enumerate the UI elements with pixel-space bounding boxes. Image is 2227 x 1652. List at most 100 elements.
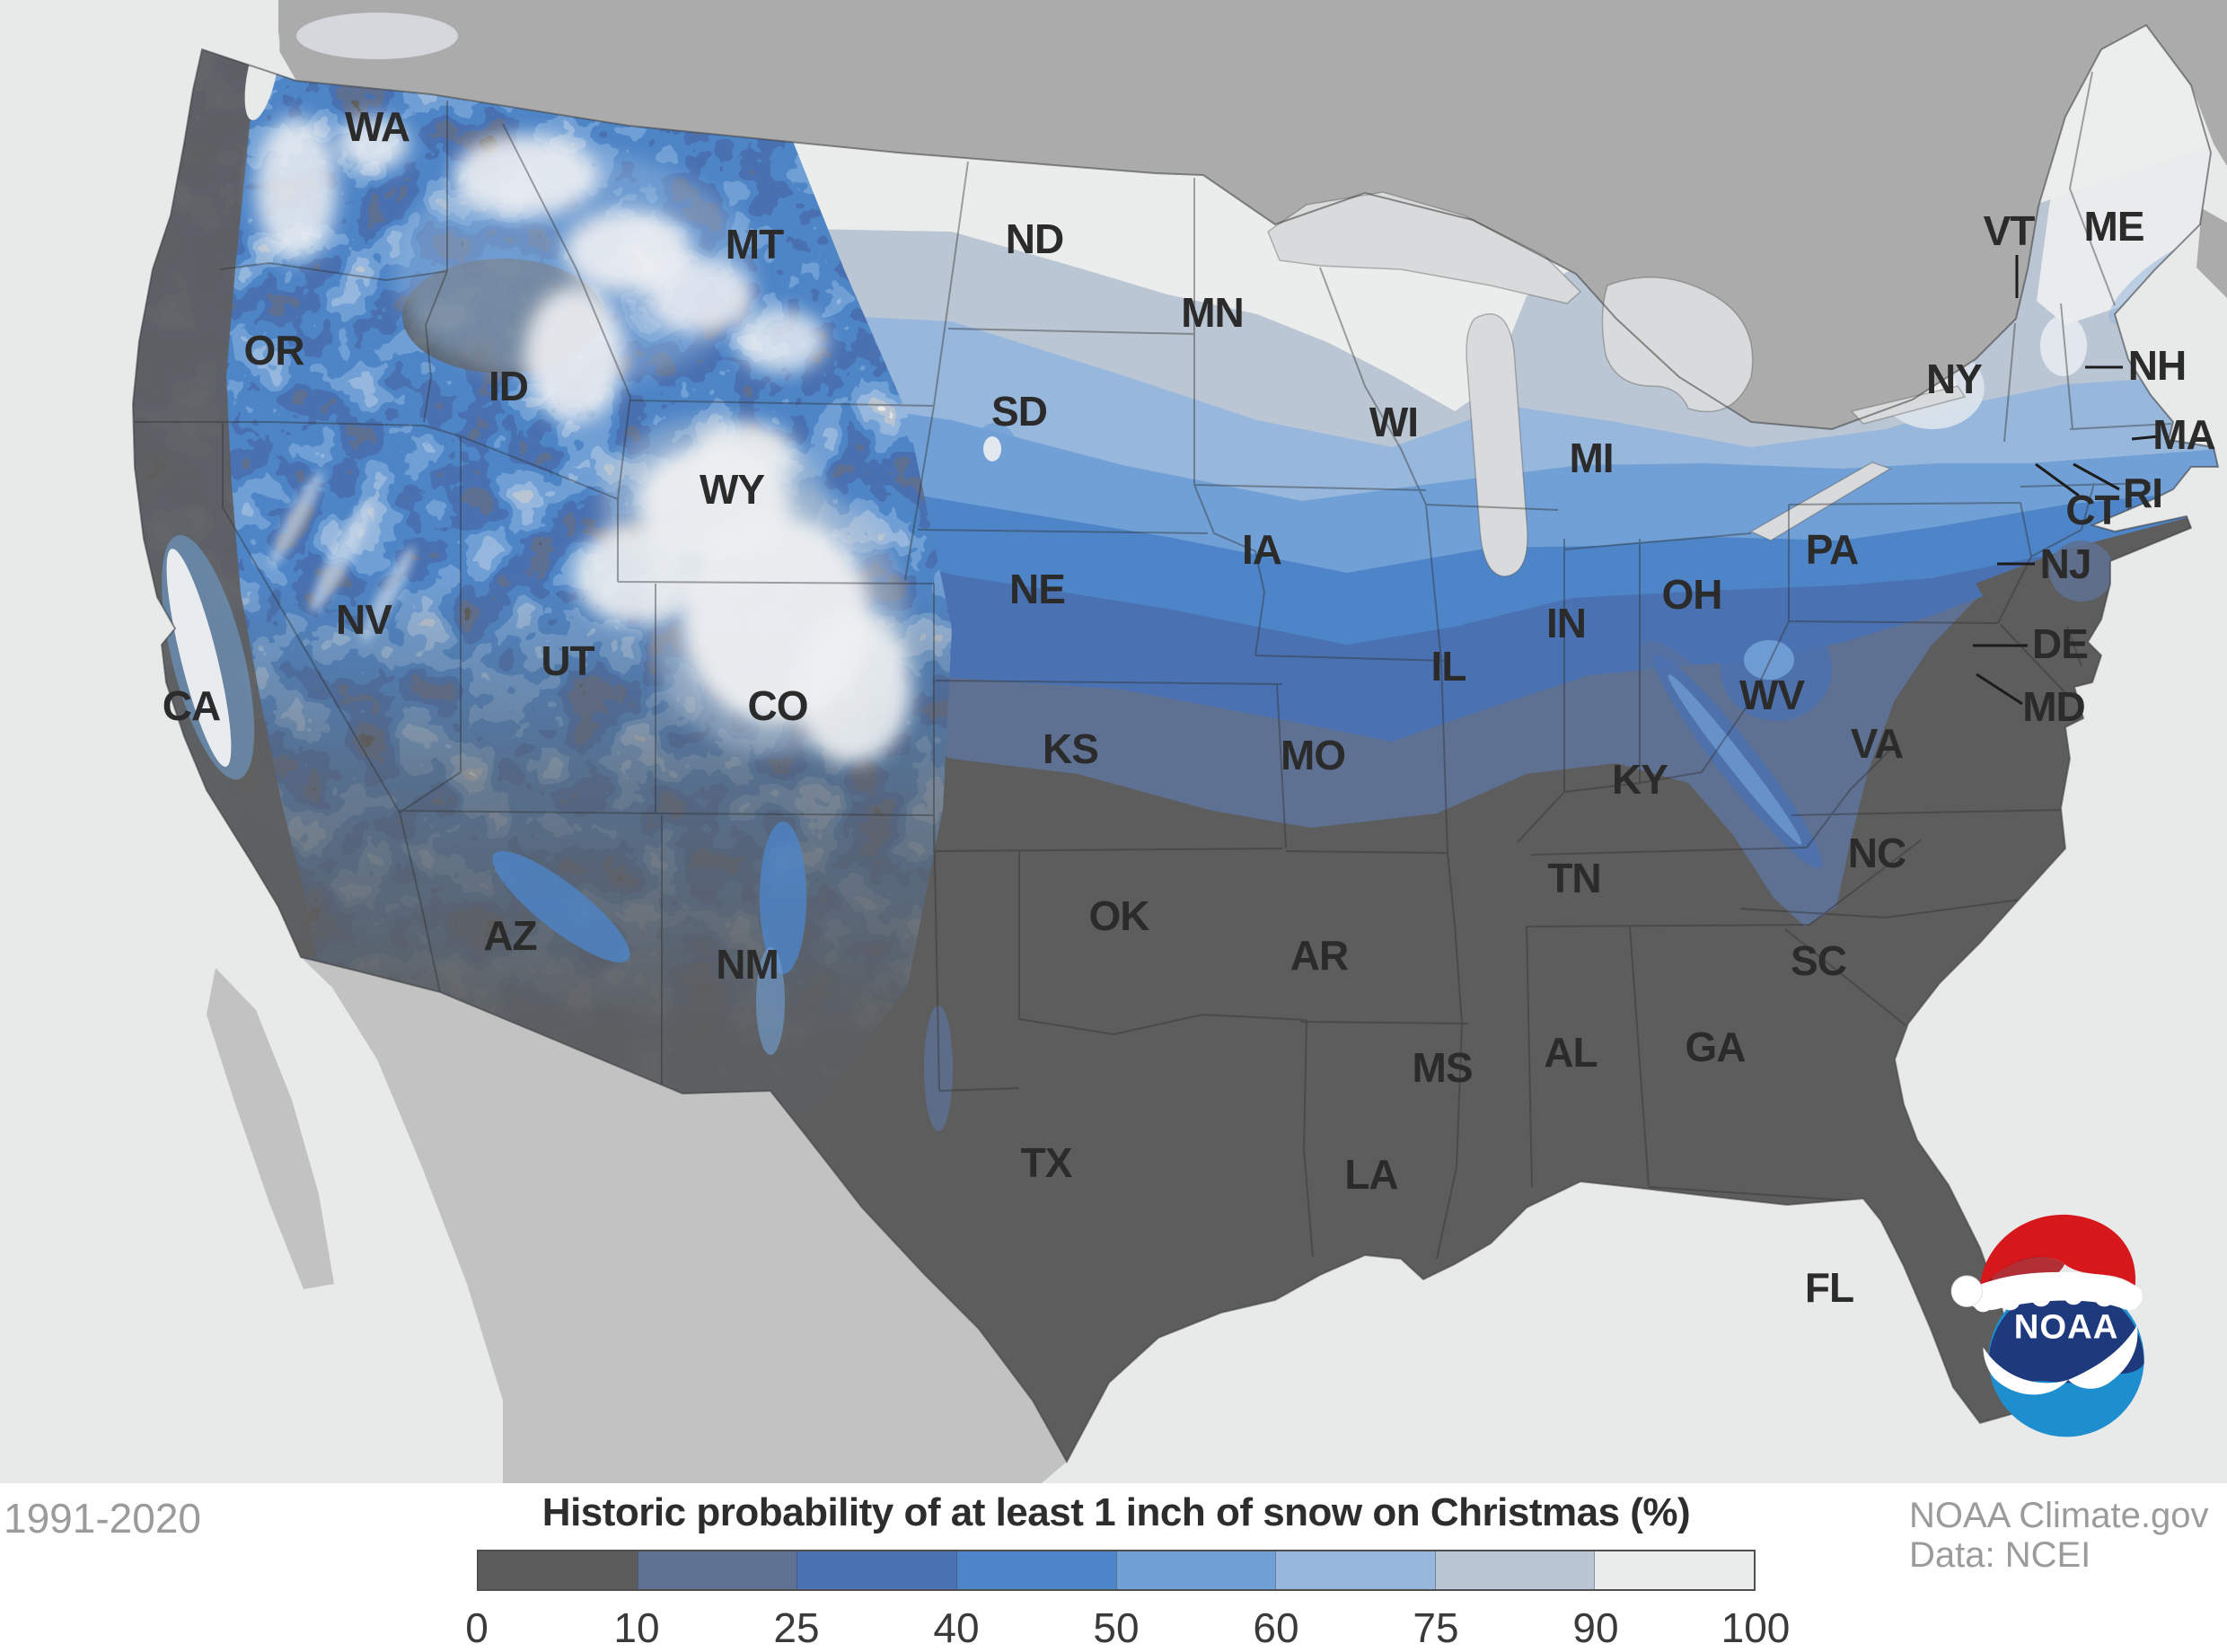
legend-segment-10-25: [637, 1551, 797, 1589]
legend-colorbar: [477, 1550, 1756, 1591]
state-leader-MD: [1976, 672, 2023, 706]
state-label-NV: NV: [336, 596, 392, 643]
legend-title: Historic probability of at least 1 inch …: [541, 1490, 1691, 1534]
state-label-IL: IL: [1431, 643, 1466, 690]
legend-tick-100: 100: [1721, 1604, 1791, 1651]
period-label: 1991-2020: [4, 1495, 201, 1542]
state-label-LA: LA: [1344, 1151, 1397, 1198]
nm-sangre-de-cristo: [760, 822, 806, 974]
state-label-SD: SD: [991, 388, 1047, 435]
state-label-IN: IN: [1546, 600, 1586, 646]
state-label-KS: KS: [1043, 725, 1098, 772]
state-label-VT: VT: [1984, 207, 2036, 254]
state-label-ND: ND: [1006, 215, 1063, 262]
us-outline: [131, 23, 2220, 1464]
state-label-NE: NE: [1009, 566, 1065, 612]
lake-michigan: [1466, 313, 1528, 577]
state-label-TX: TX: [1021, 1139, 1073, 1186]
appalachian-streak: [1639, 640, 1836, 886]
santa-hat-cone: [1979, 1214, 2136, 1290]
new-jersey-slate: [2049, 540, 2114, 602]
state-label-WA: WA: [345, 103, 409, 150]
legend-tick-60: 60: [1253, 1604, 1299, 1651]
rockies-snow-blobs: [256, 117, 911, 763]
legend-tick-10: 10: [613, 1604, 660, 1651]
state-label-WY: WY: [700, 466, 764, 513]
legend-tick-90: 90: [1572, 1604, 1619, 1651]
state-label-FL: FL: [1805, 1264, 1853, 1311]
state-label-AZ: AZ: [483, 912, 536, 959]
santa-hat-pompom: [1950, 1275, 1983, 1307]
legend-segment-40-50: [955, 1551, 1116, 1589]
noaa-logo-text: NOAA: [2014, 1308, 2119, 1347]
us-snow-probability-map: WA OR CA NV ID MT WY UT CO AZ NM ND SD NE KS OK TX MN IA MO…: [0, 0, 2227, 1483]
state-leader-lines: [1973, 255, 2160, 706]
nm-east-highlands: [924, 1006, 953, 1131]
state-label-TN: TN: [1547, 855, 1600, 901]
state-label-ID: ID: [489, 363, 528, 409]
noaa-wave: [1983, 1347, 2069, 1395]
state-label-PA: PA: [1806, 526, 1859, 573]
state-label-ME: ME: [2084, 203, 2144, 250]
lake-huron: [1601, 277, 1754, 413]
state-label-MA: MA: [2152, 411, 2215, 458]
state-label-NY: NY: [1926, 356, 1982, 402]
state-label-NJ: NJ: [2040, 540, 2091, 587]
pacific-coast-dark: [133, 49, 316, 957]
state-label-DE: DE: [2032, 620, 2088, 667]
source-credits: NOAA Climate.gov Data: NCEI: [1909, 1496, 2208, 1575]
state-label-CO: CO: [748, 682, 808, 729]
legend-segment-25-40: [797, 1551, 956, 1589]
credit-site: NOAA Climate.gov: [1909, 1496, 2209, 1535]
state-label-NM: NM: [716, 941, 779, 988]
credit-data: Data: NCEI: [1909, 1535, 2091, 1575]
state-label-UT: UT: [541, 637, 594, 684]
legend-segment-90-100: [1594, 1551, 1754, 1589]
state-label-MT: MT: [726, 221, 784, 268]
legend-segment-50-60: [1115, 1551, 1276, 1589]
state-label-NH: NH: [2128, 342, 2186, 389]
west-virginia-core: [1744, 640, 1794, 680]
state-label-OR: OR: [244, 327, 305, 373]
noaa-gull: [2068, 1325, 2138, 1389]
state-label-OH: OH: [1662, 571, 1722, 618]
legend-footer: 1991-2020 Historic probability of at lea…: [0, 1483, 2227, 1652]
state-label-MD: MD: [2022, 683, 2085, 730]
state-label-AL: AL: [1544, 1029, 1597, 1076]
state-borders: [133, 71, 2172, 1260]
state-label-MS: MS: [1413, 1044, 1473, 1091]
maine-white: [2037, 25, 2211, 325]
nova-scotia: [2196, 208, 2227, 298]
legend-tick-50: 50: [1093, 1604, 1140, 1651]
state-label-VA: VA: [1851, 720, 1904, 767]
state-leader-MA: [2131, 435, 2160, 441]
legend-tick-0: 0: [465, 1604, 489, 1651]
state-label-MO: MO: [1281, 732, 1345, 778]
lake-erie: [1749, 461, 1892, 541]
santa-hat-fur: [1965, 1271, 2143, 1313]
puget-sound: [244, 23, 280, 120]
black-hills-core: [983, 436, 1001, 461]
state-label-MN: MN: [1181, 289, 1244, 336]
mexico-landmass: [301, 957, 1067, 1483]
state-label-RI: RI: [2123, 470, 2162, 516]
legend-segment-60-75: [1275, 1551, 1435, 1589]
state-label-SC: SC: [1791, 937, 1846, 984]
mogollon-rim: [492, 851, 630, 962]
baja-peninsula: [207, 968, 334, 1289]
state-label-MI: MI: [1569, 435, 1613, 481]
state-label-WI: WI: [1369, 399, 1418, 445]
legend-tick-40: 40: [933, 1604, 980, 1651]
white-mountains: [2040, 315, 2087, 376]
state-label-GA: GA: [1686, 1024, 1746, 1070]
state-label-NC: NC: [1848, 830, 1906, 876]
legend-segment-0-10: [479, 1551, 638, 1589]
great-lakes: [1267, 191, 1967, 577]
nm-sacramento-mtns: [756, 947, 785, 1055]
noaa-circle-top: [1988, 1286, 2144, 1384]
nevada-ridges: [269, 470, 415, 643]
legend-tick-75: 75: [1413, 1604, 1459, 1651]
state-label-KY: KY: [1612, 756, 1668, 803]
state-label-CA: CA: [163, 682, 220, 729]
